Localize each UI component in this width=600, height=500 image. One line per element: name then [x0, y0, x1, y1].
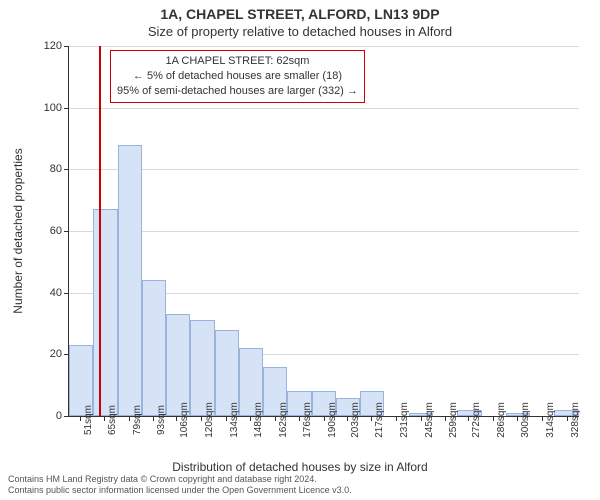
y-tick-mark — [64, 46, 69, 47]
y-tick-label: 120 — [12, 40, 62, 52]
annotation-line2: ← 5% of detached houses are smaller (18) — [117, 69, 358, 84]
x-tick-mark — [347, 416, 348, 421]
x-tick-mark — [129, 416, 130, 421]
annotation-box: 1A CHAPEL STREET: 62sqm ← 5% of detached… — [110, 50, 365, 103]
property-marker-line — [99, 46, 101, 416]
x-tick-mark — [176, 416, 177, 421]
histogram-bar — [166, 314, 190, 416]
x-tick-mark — [468, 416, 469, 421]
y-tick-mark — [64, 416, 69, 417]
x-tick-label: 51sqm — [83, 405, 94, 435]
title-sub: Size of property relative to detached ho… — [0, 24, 600, 39]
x-tick-label: 190sqm — [327, 402, 338, 438]
gridline-h — [69, 169, 579, 170]
y-tick-label: 20 — [12, 348, 62, 360]
x-tick-mark — [396, 416, 397, 421]
footer-line1: Contains HM Land Registry data © Crown c… — [8, 474, 592, 485]
x-tick-label: 120sqm — [204, 402, 215, 438]
x-tick-label: 300sqm — [520, 402, 531, 438]
x-tick-label: 286sqm — [496, 402, 507, 438]
footer: Contains HM Land Registry data © Crown c… — [8, 474, 592, 496]
x-tick-label: 314sqm — [545, 402, 556, 438]
x-tick-label: 162sqm — [278, 402, 289, 438]
gridline-h — [69, 46, 579, 47]
x-tick-mark — [493, 416, 494, 421]
histogram-bar — [142, 280, 166, 416]
y-tick-label: 0 — [12, 410, 62, 422]
x-tick-label: 259sqm — [448, 402, 459, 438]
y-tick-mark — [64, 231, 69, 232]
x-tick-mark — [517, 416, 518, 421]
x-tick-mark — [445, 416, 446, 421]
y-tick-mark — [64, 293, 69, 294]
x-tick-mark — [226, 416, 227, 421]
y-tick-label: 40 — [12, 287, 62, 299]
figure: 1A, CHAPEL STREET, ALFORD, LN13 9DP Size… — [0, 0, 600, 500]
x-tick-mark — [299, 416, 300, 421]
x-tick-label: 79sqm — [132, 405, 143, 435]
x-tick-label: 245sqm — [424, 402, 435, 438]
x-tick-mark — [421, 416, 422, 421]
annotation-line1: 1A CHAPEL STREET: 62sqm — [117, 54, 358, 69]
x-tick-mark — [324, 416, 325, 421]
x-tick-mark — [153, 416, 154, 421]
x-tick-label: 217sqm — [374, 402, 385, 438]
x-tick-label: 231sqm — [399, 402, 410, 438]
x-tick-label: 65sqm — [107, 405, 118, 435]
y-tick-label: 100 — [12, 102, 62, 114]
y-tick-label: 80 — [12, 163, 62, 175]
annotation-line3: 95% of semi-detached houses are larger (… — [117, 84, 358, 99]
x-axis-label: Distribution of detached houses by size … — [0, 460, 600, 474]
title-main: 1A, CHAPEL STREET, ALFORD, LN13 9DP — [0, 6, 600, 22]
footer-line2: Contains public sector information licen… — [8, 485, 592, 496]
x-tick-mark — [201, 416, 202, 421]
x-tick-mark — [275, 416, 276, 421]
x-tick-mark — [542, 416, 543, 421]
x-tick-mark — [567, 416, 568, 421]
x-tick-label: 134sqm — [229, 402, 240, 438]
x-tick-label: 272sqm — [471, 402, 482, 438]
y-tick-mark — [64, 169, 69, 170]
x-tick-mark — [250, 416, 251, 421]
x-tick-mark — [104, 416, 105, 421]
x-tick-mark — [80, 416, 81, 421]
x-tick-label: 148sqm — [253, 402, 264, 438]
x-tick-label: 176sqm — [302, 402, 313, 438]
x-tick-mark — [371, 416, 372, 421]
x-tick-label: 203sqm — [350, 402, 361, 438]
histogram-bar — [93, 209, 117, 416]
gridline-h — [69, 108, 579, 109]
gridline-h — [69, 231, 579, 232]
y-tick-mark — [64, 108, 69, 109]
x-tick-label: 328sqm — [570, 402, 581, 438]
histogram-bar — [118, 145, 142, 416]
x-tick-label: 93sqm — [156, 405, 167, 435]
x-tick-label: 106sqm — [179, 402, 190, 438]
y-tick-label: 60 — [12, 225, 62, 237]
